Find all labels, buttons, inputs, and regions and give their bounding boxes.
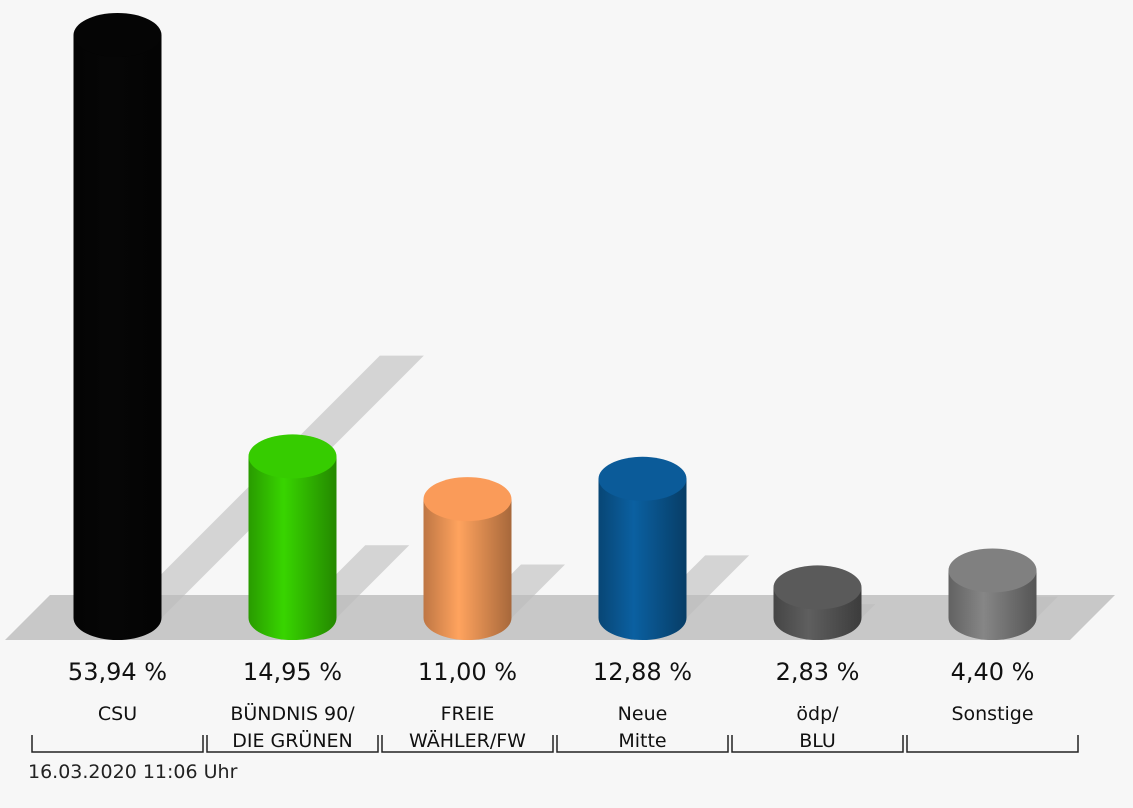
category-bracket bbox=[206, 735, 379, 753]
category-label: Neue Mitte bbox=[618, 703, 668, 752]
category-label: ödp/BLU bbox=[796, 703, 839, 752]
value-label: 12,88 % bbox=[593, 658, 692, 686]
bar bbox=[948, 548, 1037, 640]
bar bbox=[73, 13, 162, 640]
bar-body bbox=[73, 35, 162, 640]
bar-top bbox=[248, 434, 337, 479]
value-label: 11,00 % bbox=[418, 658, 517, 686]
value-label: 4,40 % bbox=[951, 658, 1035, 686]
bar-top bbox=[948, 548, 1037, 593]
bar-body bbox=[423, 499, 512, 640]
bar-body bbox=[248, 456, 337, 640]
category-bracket bbox=[381, 735, 554, 753]
bar-body bbox=[598, 478, 687, 640]
category-bracket bbox=[906, 735, 1079, 753]
bar-top bbox=[773, 565, 862, 610]
category-bracket bbox=[556, 735, 729, 753]
bar bbox=[248, 434, 337, 640]
value-label: 53,94 % bbox=[68, 658, 167, 686]
category-label: Sonstige bbox=[951, 703, 1033, 725]
bar bbox=[598, 456, 687, 640]
value-label: 2,83 % bbox=[776, 658, 860, 686]
value-label: 14,95 % bbox=[243, 658, 342, 686]
category-label: CSU bbox=[98, 703, 137, 725]
category-label: FREIE WÄHLER/FW bbox=[409, 703, 526, 752]
category-bracket bbox=[31, 735, 204, 753]
bar-top bbox=[598, 456, 687, 501]
bar-top bbox=[423, 477, 512, 522]
category-bracket bbox=[731, 735, 904, 753]
timestamp: 16.03.2020 11:06 Uhr bbox=[28, 761, 238, 783]
bar bbox=[423, 477, 512, 640]
bar bbox=[773, 565, 862, 640]
bar-top bbox=[73, 13, 162, 57]
category-label: BÜNDNIS 90/DIE GRÜNEN bbox=[230, 702, 355, 752]
